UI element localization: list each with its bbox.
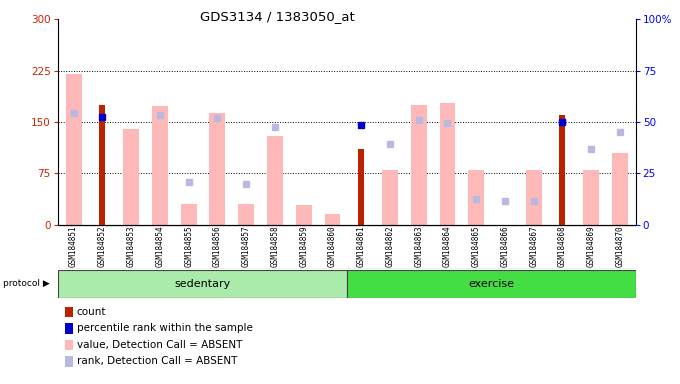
Text: count: count — [77, 307, 106, 317]
Bar — [296, 205, 311, 225]
Text: protocol ▶: protocol ▶ — [3, 279, 50, 288]
Text: GSM184864: GSM184864 — [443, 225, 452, 267]
Text: GSM184869: GSM184869 — [587, 225, 596, 267]
Bar — [209, 113, 225, 225]
Text: percentile rank within the sample: percentile rank within the sample — [77, 323, 253, 333]
Bar — [411, 105, 426, 225]
Bar — [267, 136, 283, 225]
Text: GSM184862: GSM184862 — [386, 225, 394, 267]
Bar — [152, 106, 168, 225]
Bar — [526, 170, 542, 225]
Text: GSM184867: GSM184867 — [529, 225, 538, 267]
Text: rank, Detection Call = ABSENT: rank, Detection Call = ABSENT — [77, 356, 237, 366]
Bar — [58, 270, 347, 298]
Text: GSM184865: GSM184865 — [472, 225, 481, 267]
Bar — [66, 74, 82, 225]
Bar — [347, 270, 636, 298]
Bar — [238, 204, 254, 225]
Text: GSM184852: GSM184852 — [98, 225, 107, 267]
Bar — [382, 170, 398, 225]
Text: GSM184856: GSM184856 — [213, 225, 222, 267]
Bar — [358, 149, 364, 225]
Text: GSM184863: GSM184863 — [414, 225, 423, 267]
Text: GSM184868: GSM184868 — [558, 225, 567, 267]
Text: GSM184859: GSM184859 — [299, 225, 308, 267]
Text: GSM184855: GSM184855 — [184, 225, 193, 267]
Text: GSM184866: GSM184866 — [500, 225, 509, 267]
Bar — [181, 204, 197, 225]
Text: GSM184854: GSM184854 — [156, 225, 165, 267]
Text: GSM184860: GSM184860 — [328, 225, 337, 267]
Text: GSM184861: GSM184861 — [357, 225, 366, 267]
Bar — [469, 170, 484, 225]
Bar — [439, 103, 456, 225]
Text: GSM184851: GSM184851 — [69, 225, 78, 267]
Bar — [99, 105, 105, 225]
Bar — [560, 115, 566, 225]
Text: value, Detection Call = ABSENT: value, Detection Call = ABSENT — [77, 340, 242, 350]
Text: GSM184853: GSM184853 — [126, 225, 135, 267]
Bar — [324, 214, 340, 225]
Text: GSM184858: GSM184858 — [271, 225, 279, 267]
Text: sedentary: sedentary — [174, 279, 231, 289]
Text: GSM184870: GSM184870 — [615, 225, 624, 267]
Bar — [612, 153, 628, 225]
Text: GDS3134 / 1383050_at: GDS3134 / 1383050_at — [200, 10, 355, 23]
Bar — [123, 129, 139, 225]
Text: exercise: exercise — [469, 279, 514, 289]
Bar — [583, 170, 599, 225]
Text: GSM184857: GSM184857 — [241, 225, 251, 267]
